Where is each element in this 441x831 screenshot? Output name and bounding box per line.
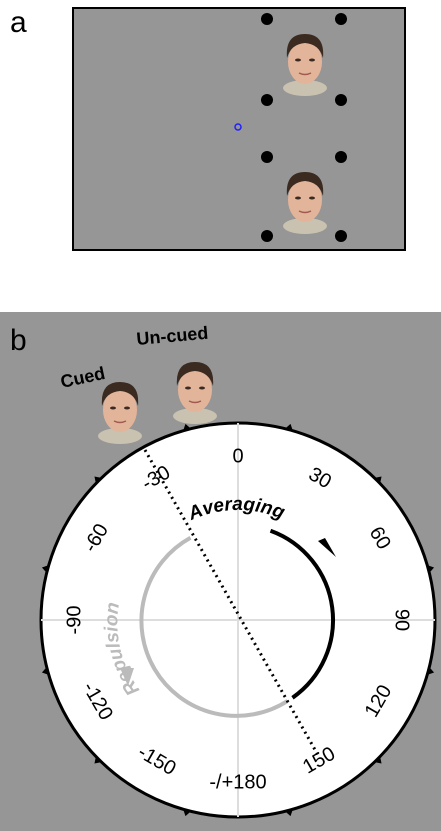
- panel-label: b: [10, 324, 27, 357]
- face: [173, 362, 217, 424]
- dial: [41, 423, 435, 817]
- panel-label: a: [10, 6, 27, 39]
- angle-tick-label: -/+180: [209, 771, 266, 793]
- face: [283, 172, 327, 234]
- figure: a b Cued Un-cued Averaging Repulsion 030…: [0, 0, 441, 831]
- face: [283, 34, 327, 96]
- angle-tick-label: 90: [391, 609, 413, 631]
- angle-tick-label: -90: [63, 606, 85, 635]
- display-screen: [73, 8, 405, 250]
- face: [98, 382, 142, 444]
- angle-tick-label: 0: [232, 445, 243, 467]
